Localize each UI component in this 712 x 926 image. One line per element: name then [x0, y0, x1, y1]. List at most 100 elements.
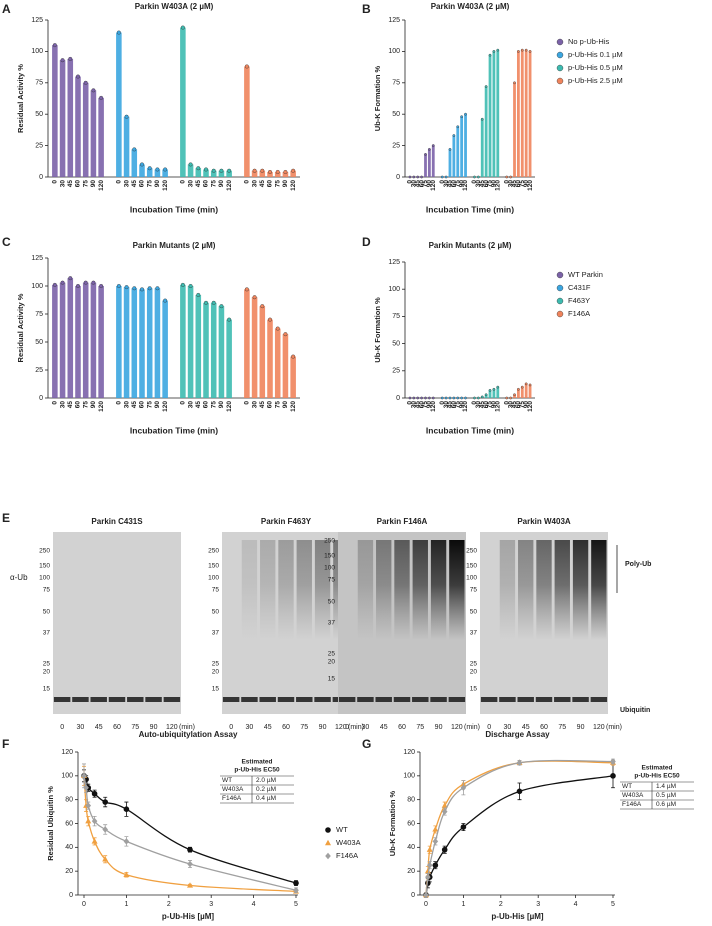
y-tick-label: 0: [39, 174, 43, 181]
bar-point: [124, 285, 129, 290]
x-tick-label: 0: [116, 180, 123, 184]
bar-point: [480, 395, 484, 399]
x-tick-label: 60: [451, 401, 458, 409]
bar-point: [428, 396, 431, 400]
x-tick-label: 75: [146, 180, 153, 188]
legend-swatch: [556, 64, 564, 72]
bar-point: [91, 280, 96, 285]
bar-point: [452, 134, 456, 137]
legend-label: F146A: [568, 309, 590, 318]
lane-label: 60: [113, 724, 121, 731]
lane-label: 0: [345, 724, 349, 731]
legend-swatch: [556, 310, 564, 318]
table-cell: WT: [622, 783, 632, 790]
x-tick-label: 45: [414, 180, 421, 188]
smear: [554, 540, 570, 640]
bar-point: [416, 175, 420, 179]
bar-point: [91, 88, 96, 93]
y-tick-label: 60: [407, 820, 415, 827]
x-tick-label: 45: [414, 401, 421, 409]
bar-point: [155, 167, 160, 172]
x-tick-label: 60: [139, 180, 146, 188]
x-tick-label: 0: [52, 180, 59, 184]
mw-label: 100: [324, 565, 335, 572]
x-tick-label: 0: [244, 401, 251, 405]
bar-point: [464, 112, 467, 116]
table-cell: F146A: [222, 795, 242, 802]
x-tick-label: 30: [411, 180, 418, 188]
smear: [241, 540, 258, 640]
bar-point: [260, 304, 265, 309]
bar: [98, 97, 104, 177]
table-cell: 0.4 µM: [256, 795, 276, 802]
bar: [496, 387, 500, 398]
y-tick-label: 25: [35, 142, 43, 149]
bar: [75, 286, 81, 398]
bar: [218, 306, 225, 398]
x-tick-label: 90: [90, 401, 97, 409]
blot-title: Parkin C431S: [91, 517, 143, 526]
x-tick-label: 120: [162, 401, 169, 412]
blot-title: Parkin F146A: [377, 517, 428, 526]
y-tick-label: 0: [411, 892, 415, 899]
mw-label: 37: [470, 630, 478, 637]
bar-point: [444, 175, 448, 179]
bar: [59, 282, 66, 398]
legend-label: F146A: [336, 851, 358, 860]
mono-band: [163, 697, 181, 702]
y-tick-label: 20: [65, 868, 73, 875]
smear: [314, 540, 331, 640]
bar-point: [431, 144, 435, 147]
lane-unit: (min): [348, 724, 364, 731]
smear: [412, 540, 428, 640]
bar-point: [488, 389, 492, 392]
marker: [85, 817, 92, 824]
bar: [98, 286, 104, 398]
x-tick-label: 45: [479, 180, 486, 188]
bar: [251, 297, 258, 398]
mw-label: 150: [324, 553, 335, 560]
bar: [162, 300, 168, 398]
bar-point: [528, 383, 532, 387]
bar-point: [132, 147, 137, 152]
bar-point: [291, 354, 296, 359]
panel-letter: E: [2, 511, 10, 525]
mono-band: [314, 697, 331, 702]
bar: [123, 116, 130, 177]
bar-point: [116, 30, 121, 35]
blot-y-label: α-Ub: [10, 573, 28, 582]
bar-point: [180, 25, 185, 30]
y-tick-label: 0: [69, 892, 73, 899]
smear: [430, 540, 447, 640]
x-tick-label: 30: [411, 401, 418, 409]
mono-band: [554, 697, 571, 702]
bar: [528, 51, 532, 177]
bar-point: [147, 286, 152, 291]
table-cell: W403A: [222, 786, 244, 793]
bar: [267, 171, 273, 177]
x-tick-label: 90: [218, 180, 225, 188]
x-tick-label: 45: [511, 401, 518, 409]
y-tick-label: 100: [403, 773, 415, 780]
mw-label: 50: [212, 609, 220, 616]
mono-band: [296, 697, 313, 702]
bar: [52, 284, 58, 398]
mw-label: 250: [208, 548, 219, 555]
chart-title: Parkin Mutants (2 µM): [429, 241, 512, 250]
chart-title: Discharge Assay: [485, 730, 550, 739]
mw-label: 150: [39, 563, 50, 570]
table-cell: WT: [222, 777, 232, 784]
x-tick-label: 0: [116, 401, 123, 405]
x-tick-label: 5: [294, 901, 298, 908]
mono-band: [145, 697, 162, 702]
bar: [116, 286, 122, 398]
x-tick-label: 2: [167, 901, 171, 908]
bar-point: [520, 48, 524, 52]
mw-label: 250: [39, 548, 50, 555]
x-tick-label: 30: [507, 401, 514, 409]
y-tick-label: 100: [388, 286, 400, 293]
bar: [90, 90, 97, 177]
mw-label: 75: [43, 587, 51, 594]
x-tick-label: 30: [507, 180, 514, 188]
bar: [484, 86, 488, 177]
